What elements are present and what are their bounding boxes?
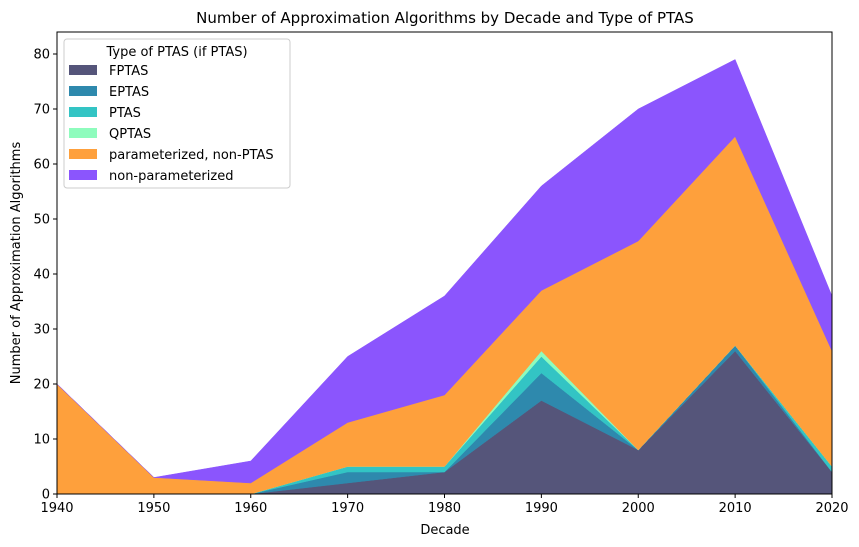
legend-entry-label: EPTAS <box>109 85 149 100</box>
x-tick-label: 2000 <box>622 501 655 516</box>
x-tick-label: 1940 <box>40 501 73 516</box>
legend-entry-label: non-parameterized <box>109 169 233 184</box>
y-tick-label: 80 <box>33 48 50 63</box>
legend-entry-label: QPTAS <box>109 127 151 142</box>
y-tick-label: 30 <box>33 323 50 338</box>
legend-swatch <box>69 86 97 96</box>
legend: Type of PTAS (if PTAS) FPTAS EPTAS PTAS QPT… <box>63 38 291 189</box>
y-tick-label: 40 <box>33 268 50 283</box>
y-axis-label: Number of Approximation Algorithms <box>9 142 24 385</box>
legend-swatch <box>69 128 97 138</box>
x-tick-label: 1950 <box>137 501 170 516</box>
x-axis: 1940 1950 1960 1970 1980 1990 2000 2010 2020 <box>40 494 849 516</box>
y-tick-label: 10 <box>33 433 50 448</box>
x-tick-label: 1970 <box>331 501 364 516</box>
y-axis: 0 10 20 30 40 50 60 70 80 <box>33 48 57 503</box>
legend-swatch <box>69 170 97 180</box>
x-tick-label: 1980 <box>428 501 461 516</box>
x-tick-label: 2020 <box>815 501 848 516</box>
y-tick-label: 50 <box>33 213 50 228</box>
x-tick-label: 1960 <box>234 501 267 516</box>
legend-swatch <box>69 107 97 117</box>
legend-swatch <box>69 65 97 75</box>
y-tick-label: 20 <box>33 378 50 393</box>
legend-entry-label: FPTAS <box>109 64 148 79</box>
y-tick-label: 0 <box>42 488 50 503</box>
x-axis-label: Decade <box>420 523 469 538</box>
legend-entry-label: PTAS <box>109 106 141 121</box>
legend-box <box>63 38 291 189</box>
x-tick-label: 1990 <box>525 501 558 516</box>
legend-title: Type of PTAS (if PTAS) <box>105 45 247 60</box>
legend-entry-label: parameterized, non-PTAS <box>109 148 274 163</box>
y-tick-label: 60 <box>33 158 50 173</box>
legend-swatch <box>69 149 97 159</box>
y-tick-label: 70 <box>33 103 50 118</box>
x-tick-label: 2010 <box>719 501 752 516</box>
chart-title: Number of Approximation Algorithms by De… <box>196 9 694 27</box>
